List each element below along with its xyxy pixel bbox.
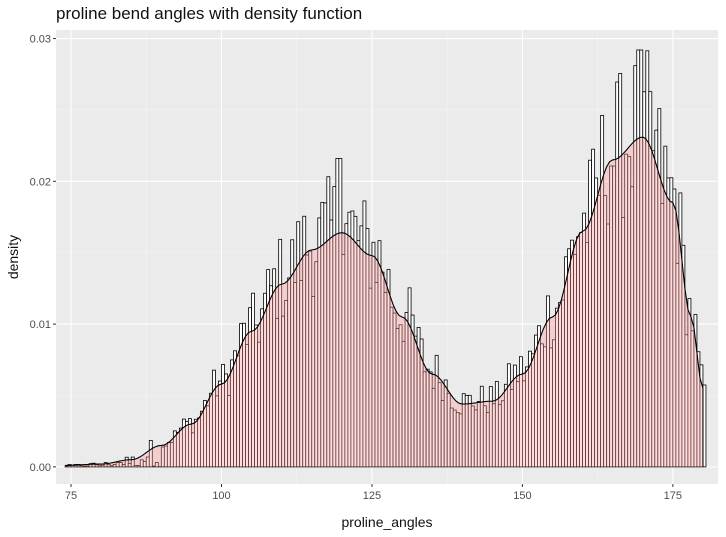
density-area — [65, 137, 703, 467]
density-curve — [65, 136, 704, 467]
histogram-bar — [130, 456, 135, 468]
axes: 75 100 125 150 175 0.00 0.01 0.02 0.03 — [30, 34, 682, 502]
x-tick-label: 125 — [363, 490, 381, 502]
x-tick-label: 175 — [664, 490, 682, 502]
histogram-bar — [148, 440, 153, 468]
y-tick-label: 0.00 — [30, 462, 51, 474]
x-axis-title: proline_angles — [341, 514, 432, 530]
x-tick-label: 75 — [65, 490, 77, 502]
x-tick-label: 100 — [212, 490, 230, 502]
y-axis-title: density — [5, 235, 21, 279]
y-tick-label: 0.02 — [30, 176, 51, 188]
y-tick-label: 0.01 — [30, 319, 51, 331]
chart-title: proline bend angles with density functio… — [56, 4, 363, 23]
histogram-bar — [124, 456, 129, 468]
y-tick-label: 0.03 — [30, 34, 51, 46]
histogram-bars — [64, 49, 707, 468]
x-tick-label: 150 — [513, 490, 531, 502]
histogram-bar — [154, 462, 159, 468]
